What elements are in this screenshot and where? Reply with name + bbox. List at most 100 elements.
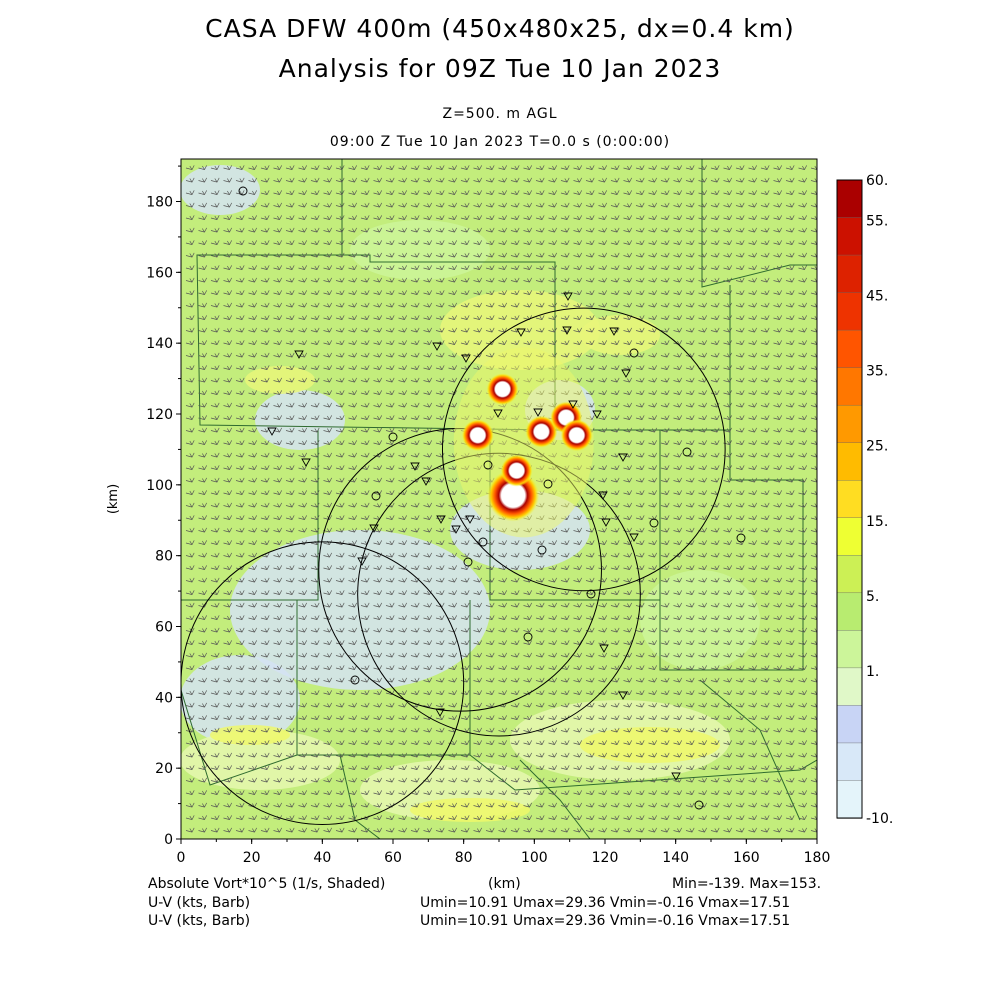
colorbar-label: 35.	[866, 364, 888, 380]
chart-title: CASA DFW 400m (450x480x25, dx=0.4 km)	[205, 14, 795, 43]
colorbar-label: 1.	[866, 664, 879, 680]
county-line	[699, 679, 801, 821]
county-line	[659, 285, 804, 671]
field-patch	[230, 530, 490, 690]
colorbar-swatch	[836, 217, 863, 256]
barb-stats-2: Umin=10.91 Umax=29.36 Vmin=-0.16 Vmax=17…	[420, 913, 791, 929]
radar-site-marker	[436, 515, 446, 524]
colorbar-swatch	[836, 667, 863, 707]
x-tick-label: 40	[313, 850, 331, 866]
barb-stats-1: Umin=10.91 Umax=29.36 Vmin=-0.16 Vmax=17…	[420, 895, 791, 911]
radar-site-marker	[267, 427, 277, 436]
vorticity-cell-3	[525, 415, 558, 448]
radar-site-marker	[621, 369, 631, 378]
x-tick-label: 160	[733, 850, 760, 866]
vorticity-cell-7	[560, 419, 593, 452]
colorbar-swatch	[836, 517, 863, 556]
county-line	[181, 430, 319, 601]
x-tick-label: 60	[384, 850, 402, 866]
station-marker	[350, 675, 360, 685]
vorticity-maxima	[453, 347, 594, 538]
station-marker	[238, 186, 248, 196]
radar-site-marker	[618, 453, 628, 462]
y-tick-label: 140	[146, 336, 173, 352]
county-line	[469, 754, 817, 791]
radar-site-marker	[671, 772, 681, 781]
colorbar-swatch	[836, 555, 863, 594]
radar-site-marker	[369, 524, 379, 533]
vorticity-cell-6	[486, 373, 519, 406]
colorbar-label: 45.	[866, 289, 888, 305]
y-tick-label: 180	[146, 195, 173, 211]
radar-site-marker	[562, 326, 572, 335]
radar-site-marker	[568, 400, 578, 409]
station-marker	[682, 447, 692, 457]
y-tick-label: 40	[155, 690, 173, 706]
field-patch	[350, 220, 490, 280]
radar-site-marker	[301, 458, 311, 467]
x-tick-label: 140	[662, 850, 689, 866]
x-tick-label: 180	[804, 850, 831, 866]
radar-site-marker	[629, 533, 639, 542]
colorbar-swatch	[836, 367, 863, 406]
county-line	[181, 689, 298, 786]
colorbar: 60. 55. 45. 35. 25. 15. 5. 1. -10.	[836, 173, 893, 827]
x-tick-label: 0	[177, 850, 186, 866]
min-max-label: Min=-139. Max=153.	[672, 876, 822, 892]
y-tick-label: 20	[155, 761, 173, 777]
colorbar-swatch	[836, 705, 863, 744]
y-tick-label: 120	[146, 407, 173, 423]
radar-site-marker	[533, 408, 543, 417]
x-tick-label: 120	[592, 850, 619, 866]
station-marker	[586, 589, 596, 599]
county-line	[701, 159, 817, 288]
colorbar-swatch	[836, 179, 863, 219]
radar-site-marker	[563, 292, 573, 301]
y-tick-label: 60	[155, 620, 173, 636]
colorbar-swatch	[836, 780, 863, 819]
station-marker	[543, 479, 553, 489]
field-patch	[245, 366, 315, 394]
colorbar-swatch	[836, 329, 863, 369]
time-label: 09:00 Z Tue 10 Jan 2023 T=0.0 s (0:00:00…	[329, 134, 671, 150]
colorbar-swatch	[836, 404, 863, 444]
station-marker	[371, 491, 381, 501]
barb-field	[185, 165, 817, 833]
radar-ring-4	[441, 307, 726, 592]
x-axis-label: (km)	[488, 876, 521, 892]
colorbar-swatch	[836, 254, 863, 294]
radar-site-marker	[432, 342, 442, 351]
colorbar-label: 60.	[866, 173, 888, 189]
station-marker	[483, 460, 493, 470]
radar-site-marker	[592, 410, 602, 419]
colorbar-swatch	[836, 442, 863, 481]
wind-barbs	[185, 165, 817, 833]
colorbar-swatch	[836, 630, 863, 669]
y-tick-label: 100	[146, 478, 173, 494]
station-marker	[629, 348, 639, 358]
colorbar-swatch	[836, 292, 863, 331]
colorbar-swatch	[836, 742, 863, 782]
field-patch	[210, 725, 290, 745]
field-patch	[640, 570, 760, 670]
radar-site-marker	[410, 462, 420, 471]
colorbar-frame	[836, 179, 863, 819]
field-patch	[255, 390, 345, 450]
y-axis-label: (km)	[106, 484, 121, 514]
field-patch	[181, 655, 300, 745]
barb-label-2: U-V (kts, Barb)	[148, 913, 251, 929]
station-marker	[478, 537, 488, 547]
field-patch	[580, 315, 660, 355]
field-patch	[181, 165, 260, 215]
radar-site-marker	[609, 327, 619, 336]
x-tick-label: 100	[521, 850, 548, 866]
field-patch	[181, 730, 340, 790]
station-marker	[694, 800, 704, 810]
station-marker	[523, 632, 533, 642]
station-marker	[736, 533, 746, 543]
radar-site-marker	[435, 708, 445, 717]
radar-site-marker	[465, 515, 475, 524]
county-line	[296, 600, 471, 756]
barb-label-1: U-V (kts, Barb)	[148, 895, 251, 911]
